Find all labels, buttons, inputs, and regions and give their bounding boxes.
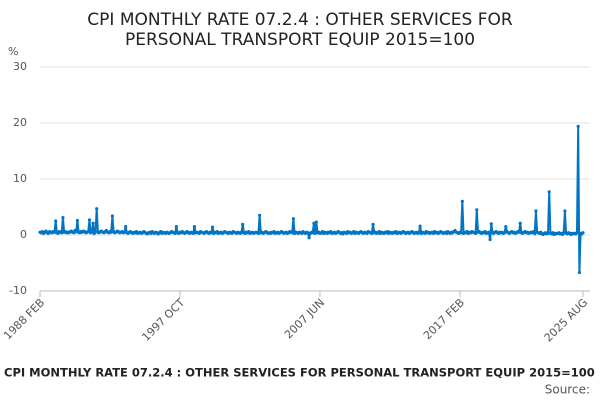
data-point — [576, 124, 580, 128]
y-tick-label: 30 — [13, 60, 27, 73]
chart-title: CPI MONTHLY RATE 07.2.4 : OTHER SERVICES… — [87, 10, 513, 30]
data-point — [533, 231, 537, 235]
x-tick-label: 2025 AUG — [542, 296, 591, 345]
data-point — [54, 219, 58, 223]
data-point — [95, 207, 99, 211]
data-point — [487, 230, 491, 234]
data-point — [256, 231, 261, 235]
data-point — [173, 231, 177, 235]
data-point — [52, 230, 57, 234]
data-point — [547, 190, 551, 194]
data-point — [307, 236, 311, 240]
data-point — [488, 237, 492, 242]
data-point — [517, 230, 521, 234]
data-point — [370, 231, 374, 235]
data-point — [534, 209, 538, 213]
data-point — [489, 222, 493, 226]
series-line — [39, 126, 584, 273]
data-point — [577, 270, 581, 275]
data-point — [192, 225, 197, 229]
data-point — [209, 231, 213, 235]
data-point — [291, 217, 295, 221]
data-point — [93, 230, 98, 234]
chart-title: PERSONAL TRANSPORT EQUIP 2015=100 — [125, 30, 475, 50]
data-point — [86, 230, 90, 234]
data-point — [306, 231, 310, 235]
data-point — [474, 231, 478, 235]
data-point — [518, 221, 522, 225]
data-point — [109, 230, 113, 234]
data-point — [122, 230, 127, 234]
data-point — [191, 231, 195, 235]
data-point — [60, 231, 64, 235]
y-tick-label: 20 — [13, 116, 27, 129]
x-tick-label: 1997 OCT — [139, 296, 187, 344]
data-point — [74, 230, 78, 234]
data-point — [210, 225, 215, 229]
data-point — [504, 225, 508, 229]
y-unit: % — [8, 45, 18, 58]
data-point — [562, 231, 566, 235]
data-point — [174, 225, 178, 229]
data-point — [75, 218, 80, 223]
source: Source: — [545, 383, 590, 397]
data-point — [418, 224, 422, 228]
y-tick-label: 0 — [20, 228, 27, 241]
data-point — [581, 231, 585, 235]
data-point — [371, 222, 375, 226]
data-point — [546, 231, 550, 235]
data-point — [417, 231, 421, 235]
data-point — [460, 199, 464, 203]
y-tick-label: -10 — [9, 284, 27, 297]
data-point — [312, 221, 316, 225]
legend-entry: CPI MONTHLY RATE 07.2.4 : OTHER SERVICES… — [4, 366, 595, 380]
data-point — [502, 231, 507, 235]
data-point — [290, 231, 294, 235]
data-point — [313, 231, 317, 235]
data-point — [87, 218, 92, 222]
data-point — [110, 214, 114, 218]
data-point — [459, 231, 463, 235]
data-point — [563, 209, 567, 213]
data-point — [311, 231, 315, 235]
data-point — [475, 208, 479, 212]
data-point — [258, 213, 262, 217]
x-tick-label: 1988 FEB — [1, 296, 47, 342]
data-point — [239, 230, 244, 234]
x-tick-label: 2017 FEB — [421, 296, 467, 342]
y-tick-label: 10 — [13, 172, 27, 185]
data-point — [61, 216, 65, 220]
data-point — [241, 222, 245, 226]
data-point — [575, 231, 579, 235]
data-point — [124, 225, 128, 229]
data-point — [91, 221, 95, 225]
data-point — [90, 230, 94, 234]
data-point — [314, 220, 318, 224]
x-tick-label: 2007 JUN — [282, 296, 327, 341]
